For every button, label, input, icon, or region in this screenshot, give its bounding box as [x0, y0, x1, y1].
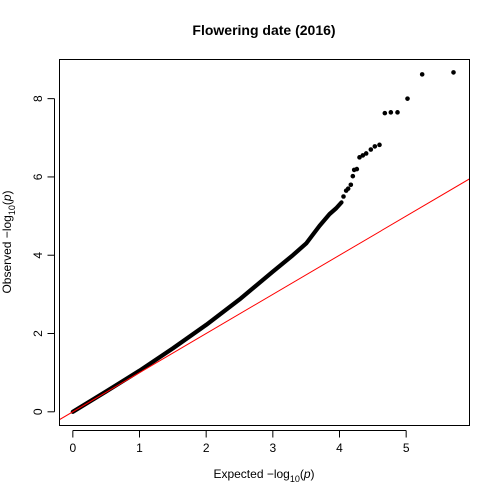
- x-axis-label: Expected −log10(p): [213, 467, 314, 484]
- observed-point: [354, 166, 360, 172]
- observed-point: [357, 155, 362, 160]
- y-tick-label: 8: [31, 95, 45, 102]
- chart-title: Flowering date (2016): [192, 22, 335, 38]
- observed-point: [419, 72, 425, 77]
- y-tick-label: 0: [31, 408, 45, 415]
- x-tick-label: 4: [336, 441, 343, 455]
- observed-point: [382, 110, 388, 116]
- reference-line: [59, 178, 470, 421]
- y-tick-label: 4: [31, 252, 45, 259]
- x-tick-label: 5: [403, 441, 410, 455]
- plot-frame: [59, 59, 470, 426]
- x-tick-label: 2: [203, 441, 210, 455]
- observed-point: [341, 194, 346, 199]
- observed-point: [377, 142, 382, 148]
- observed-point: [348, 182, 354, 188]
- plot-area: [59, 70, 470, 421]
- y-axis-label: Observed −log10(p): [0, 190, 17, 293]
- observed-point: [388, 110, 394, 115]
- observed-point: [405, 96, 410, 101]
- observed-point: [451, 70, 456, 75]
- x-tick-label: 1: [136, 441, 143, 455]
- observed-point: [345, 186, 351, 191]
- observed-point: [363, 151, 369, 156]
- observed-point: [395, 110, 400, 115]
- observed-point: [368, 147, 374, 152]
- observed-point: [372, 144, 378, 149]
- observed-points-curve: [70, 200, 344, 414]
- x-tick-label: 0: [69, 441, 76, 455]
- observed-point: [350, 173, 356, 179]
- y-tick-label: 2: [31, 330, 45, 337]
- observed-point: [360, 153, 366, 158]
- x-tick-label: 3: [269, 441, 276, 455]
- y-tick-label: 6: [31, 173, 45, 180]
